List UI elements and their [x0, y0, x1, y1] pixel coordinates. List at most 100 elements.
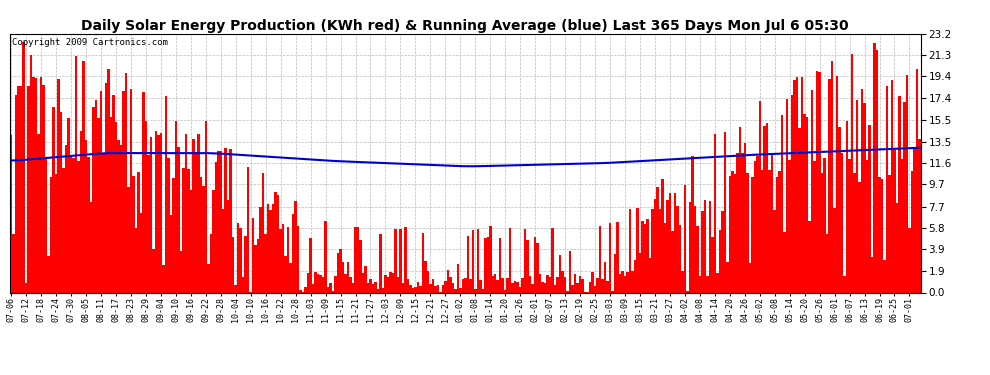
Bar — [159, 133, 162, 292]
Bar — [427, 272, 429, 292]
Bar — [709, 201, 711, 292]
Bar — [446, 270, 449, 292]
Bar — [397, 277, 399, 292]
Bar — [77, 161, 80, 292]
Bar — [819, 72, 821, 292]
Bar — [195, 152, 197, 292]
Bar — [371, 284, 374, 292]
Bar — [798, 128, 801, 292]
Bar — [831, 61, 834, 292]
Bar — [82, 61, 85, 292]
Bar — [309, 238, 312, 292]
Bar — [753, 161, 756, 292]
Bar — [571, 285, 574, 292]
Bar — [345, 274, 346, 292]
Bar — [409, 285, 412, 292]
Bar — [364, 266, 366, 292]
Bar — [464, 278, 466, 292]
Bar — [28, 86, 30, 292]
Bar — [230, 149, 232, 292]
Bar — [629, 209, 632, 292]
Title: Daily Solar Energy Production (KWh red) & Running Average (blue) Last 365 Days M: Daily Solar Energy Production (KWh red) … — [81, 19, 849, 33]
Bar — [389, 272, 392, 292]
Bar — [304, 287, 307, 292]
Bar — [816, 71, 819, 292]
Bar — [429, 284, 432, 292]
Bar — [412, 288, 414, 292]
Bar — [130, 89, 133, 292]
Bar — [20, 86, 23, 292]
Bar — [52, 107, 54, 292]
Bar — [788, 160, 791, 292]
Bar — [566, 291, 569, 292]
Bar — [901, 159, 903, 292]
Bar — [616, 222, 619, 292]
Bar — [312, 284, 315, 292]
Bar — [742, 153, 743, 292]
Bar — [512, 283, 514, 292]
Bar — [619, 274, 622, 292]
Bar — [75, 56, 77, 292]
Bar — [297, 226, 299, 292]
Bar — [40, 77, 43, 292]
Bar — [417, 282, 419, 292]
Bar — [469, 279, 471, 292]
Bar — [706, 276, 709, 292]
Bar — [848, 159, 850, 292]
Bar — [886, 86, 888, 292]
Bar — [684, 185, 686, 292]
Bar — [696, 226, 699, 292]
Bar — [327, 287, 330, 292]
Bar — [704, 200, 706, 292]
Bar — [594, 286, 596, 292]
Bar — [656, 187, 658, 292]
Bar — [751, 177, 753, 292]
Bar — [50, 177, 52, 292]
Bar — [537, 243, 539, 292]
Bar — [451, 283, 454, 292]
Bar — [172, 178, 174, 292]
Bar — [776, 177, 778, 292]
Bar — [497, 279, 499, 292]
Bar — [162, 265, 164, 292]
Bar — [15, 94, 18, 292]
Bar — [145, 122, 148, 292]
Bar — [581, 279, 584, 292]
Bar — [644, 224, 646, 292]
Bar — [174, 121, 177, 292]
Bar — [881, 180, 883, 292]
Bar — [756, 156, 758, 292]
Bar — [716, 273, 719, 292]
Bar — [544, 282, 546, 292]
Bar — [466, 236, 469, 292]
Bar — [863, 103, 866, 292]
Bar — [414, 287, 417, 292]
Bar — [402, 284, 404, 292]
Bar — [858, 182, 861, 292]
Bar — [632, 271, 634, 292]
Bar — [542, 282, 544, 292]
Bar — [182, 168, 184, 292]
Bar — [836, 76, 839, 292]
Bar — [843, 276, 845, 292]
Bar — [686, 291, 689, 292]
Bar — [140, 213, 143, 292]
Bar — [374, 282, 377, 292]
Bar — [648, 258, 651, 292]
Bar — [422, 233, 424, 292]
Bar — [387, 277, 389, 292]
Bar — [377, 290, 379, 292]
Bar — [354, 227, 356, 292]
Bar — [671, 231, 673, 292]
Bar — [282, 225, 284, 292]
Bar — [184, 134, 187, 292]
Bar — [781, 115, 783, 292]
Bar — [225, 148, 227, 292]
Bar — [138, 172, 140, 292]
Bar — [622, 270, 624, 292]
Bar — [445, 281, 446, 292]
Text: Copyright 2009 Cartronics.com: Copyright 2009 Cartronics.com — [12, 38, 167, 46]
Bar — [719, 230, 721, 292]
Bar — [783, 232, 786, 292]
Bar — [48, 256, 50, 292]
